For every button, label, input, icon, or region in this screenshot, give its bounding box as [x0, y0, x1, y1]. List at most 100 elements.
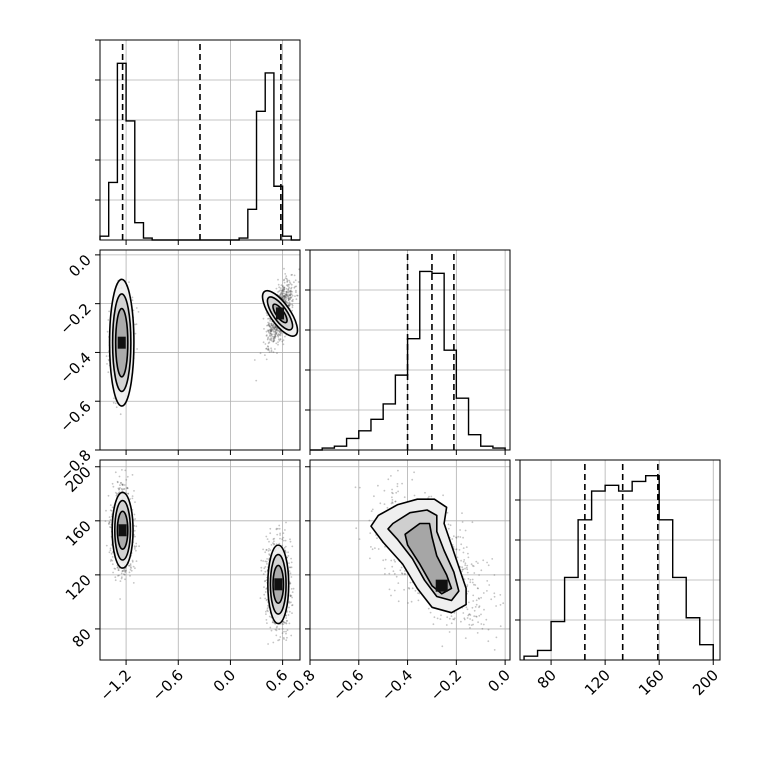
scatter-point: [290, 566, 293, 569]
scatter-point: [271, 328, 274, 331]
scatter-point: [285, 292, 288, 294]
scatter-point: [138, 545, 141, 548]
scatter-point: [267, 321, 269, 324]
scatter-point: [270, 327, 273, 329]
scatter-point: [377, 484, 379, 487]
scatter-point: [491, 558, 494, 560]
scatter-point: [119, 413, 122, 416]
scatter-point: [275, 332, 277, 335]
scatter-point: [273, 543, 275, 545]
scatter-point: [264, 560, 267, 563]
scatter-point: [469, 627, 471, 629]
scatter-point: [287, 289, 290, 292]
scatter-point: [285, 617, 288, 619]
scatter-point: [275, 629, 278, 632]
scatter-point: [111, 559, 114, 562]
scatter-point: [121, 484, 124, 486]
scatter-point: [283, 298, 285, 301]
scatter-point: [123, 573, 126, 576]
scatter-point: [287, 297, 290, 300]
scatter-point: [411, 478, 414, 481]
scatter-point: [135, 525, 138, 528]
scatter-point: [430, 495, 433, 498]
scatter-point: [467, 590, 470, 593]
scatter-point: [499, 604, 502, 606]
scatter-point: [277, 527, 279, 530]
scatter-point: [432, 623, 435, 626]
scatter-point: [266, 345, 269, 348]
scatter-point: [282, 539, 285, 542]
scatter-point: [291, 604, 294, 606]
scatter-point: [113, 397, 115, 400]
scatter-point: [292, 298, 294, 301]
scatter-point: [123, 484, 126, 486]
scatter-point: [288, 286, 290, 289]
scatter-point: [112, 485, 115, 488]
scatter-point: [483, 608, 485, 611]
scatter-point: [477, 587, 479, 590]
scatter-point: [285, 630, 287, 633]
scatter-point: [124, 578, 126, 581]
scatter-point: [288, 297, 290, 300]
scatter-point: [264, 551, 267, 554]
panel-frame: [99, 39, 301, 241]
scatter-point: [268, 341, 271, 344]
scatter-point: [282, 339, 285, 342]
scatter-point: [108, 310, 110, 313]
scatter-point: [284, 297, 286, 300]
scatter-point: [487, 564, 490, 567]
scatter-point: [275, 331, 278, 334]
scatter-point: [109, 518, 112, 521]
scatter-point: [264, 343, 267, 345]
scatter-point: [477, 597, 480, 599]
scatter-point: [285, 291, 288, 293]
scatter-point: [286, 279, 289, 281]
scatter-point: [288, 294, 291, 296]
scatter-point: [288, 303, 291, 306]
scatter-point: [283, 287, 286, 289]
scatter-point: [285, 293, 287, 296]
scatter-point: [463, 617, 466, 620]
scatter-point: [273, 335, 276, 338]
scatter-point: [121, 570, 124, 573]
scatter-point: [269, 328, 272, 331]
scatter-point: [285, 632, 287, 635]
scatter-point: [499, 594, 502, 596]
scatter-point: [291, 304, 294, 307]
scatter-point: [290, 274, 293, 276]
scatter-point: [285, 275, 288, 278]
scatter-point: [270, 544, 273, 546]
scatter-point: [428, 495, 430, 498]
scatter-point: [268, 329, 271, 331]
scatter-point: [288, 302, 291, 305]
scatter-point: [287, 287, 290, 290]
scatter-point: [287, 294, 290, 296]
scatter-point: [133, 524, 136, 527]
scatter-point: [293, 281, 295, 284]
scatter-point: [134, 501, 136, 503]
scatter-point: [394, 500, 397, 503]
scatter-point: [260, 559, 263, 562]
scatter-point: [272, 338, 275, 340]
scatter-point: [270, 338, 273, 341]
scatter-point: [440, 614, 442, 617]
scatter-point: [388, 572, 391, 575]
scatter-point: [121, 483, 124, 486]
scatter-point: [262, 560, 264, 562]
scatter-point: [270, 327, 273, 330]
scatter-point: [473, 609, 476, 612]
scatter-point: [271, 335, 274, 338]
scatter-point: [417, 592, 419, 594]
scatter-point: [133, 545, 136, 547]
scatter-point: [354, 486, 357, 489]
scatter-point: [269, 332, 272, 334]
scatter-point: [129, 498, 132, 500]
scatter-point: [288, 600, 291, 603]
scatter-point: [291, 273, 293, 276]
scatter-point: [478, 598, 480, 600]
scatter-point: [391, 499, 394, 501]
scatter-point: [268, 553, 270, 555]
scatter-point: [285, 620, 288, 622]
scatter-point: [280, 292, 283, 295]
scatter-point: [280, 291, 283, 294]
